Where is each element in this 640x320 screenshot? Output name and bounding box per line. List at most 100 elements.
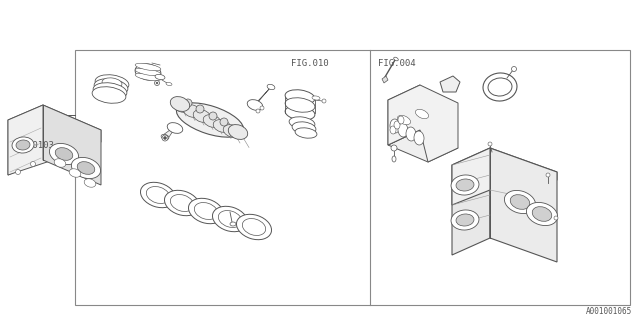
Circle shape (15, 170, 20, 174)
Ellipse shape (173, 100, 191, 112)
Circle shape (220, 118, 228, 126)
Ellipse shape (285, 98, 315, 112)
Ellipse shape (398, 123, 408, 137)
Ellipse shape (155, 74, 165, 80)
Circle shape (31, 162, 35, 166)
Ellipse shape (147, 187, 170, 204)
Circle shape (163, 137, 166, 140)
Ellipse shape (166, 83, 172, 85)
Polygon shape (388, 130, 458, 162)
Circle shape (184, 99, 192, 107)
Ellipse shape (94, 79, 128, 95)
Bar (75, 50, 630, 305)
Ellipse shape (72, 157, 100, 179)
Ellipse shape (285, 90, 315, 104)
Ellipse shape (135, 64, 161, 80)
Circle shape (554, 216, 558, 220)
Ellipse shape (390, 119, 400, 133)
Text: A001001065: A001001065 (586, 307, 632, 316)
Ellipse shape (398, 116, 404, 124)
Ellipse shape (397, 115, 411, 125)
Ellipse shape (102, 78, 122, 88)
Ellipse shape (451, 175, 479, 195)
Circle shape (260, 106, 264, 110)
Ellipse shape (312, 96, 320, 100)
Circle shape (546, 173, 550, 177)
Ellipse shape (295, 128, 317, 138)
Ellipse shape (527, 203, 557, 226)
Circle shape (209, 112, 217, 120)
Ellipse shape (183, 105, 201, 117)
Ellipse shape (16, 140, 30, 150)
Ellipse shape (289, 117, 315, 129)
Ellipse shape (212, 206, 248, 232)
Polygon shape (8, 105, 43, 175)
Polygon shape (452, 148, 557, 205)
Ellipse shape (204, 115, 221, 127)
Ellipse shape (135, 73, 161, 81)
Ellipse shape (170, 195, 194, 212)
Ellipse shape (483, 73, 517, 101)
Ellipse shape (135, 68, 161, 76)
Circle shape (154, 81, 159, 85)
Ellipse shape (392, 156, 396, 162)
Ellipse shape (69, 169, 81, 177)
Ellipse shape (77, 162, 95, 174)
Ellipse shape (451, 210, 479, 230)
Ellipse shape (135, 63, 161, 71)
Ellipse shape (170, 97, 189, 111)
Ellipse shape (415, 109, 429, 119)
Text: FIG.004: FIG.004 (378, 59, 415, 68)
Ellipse shape (55, 148, 73, 160)
Ellipse shape (267, 84, 275, 90)
Text: 10103: 10103 (28, 140, 55, 149)
Ellipse shape (228, 124, 248, 140)
Circle shape (322, 99, 326, 103)
Ellipse shape (510, 195, 530, 209)
Ellipse shape (139, 67, 157, 77)
Ellipse shape (223, 125, 241, 137)
Ellipse shape (414, 131, 424, 145)
Ellipse shape (195, 203, 218, 220)
Ellipse shape (12, 137, 34, 153)
Polygon shape (253, 85, 273, 108)
Ellipse shape (193, 110, 211, 122)
Ellipse shape (189, 198, 223, 224)
Circle shape (196, 105, 204, 113)
Ellipse shape (54, 159, 66, 167)
Circle shape (511, 67, 516, 71)
Ellipse shape (390, 126, 396, 134)
Circle shape (256, 109, 260, 113)
Circle shape (391, 145, 397, 151)
Ellipse shape (49, 143, 79, 164)
Ellipse shape (504, 190, 536, 213)
Text: FIG.010: FIG.010 (291, 59, 329, 68)
Ellipse shape (285, 106, 315, 120)
Ellipse shape (230, 222, 236, 226)
Polygon shape (388, 85, 458, 162)
Polygon shape (388, 85, 420, 145)
Ellipse shape (95, 75, 129, 91)
Ellipse shape (167, 123, 183, 133)
Ellipse shape (292, 122, 316, 134)
Polygon shape (43, 105, 101, 185)
Ellipse shape (488, 78, 512, 96)
Polygon shape (8, 105, 101, 175)
Ellipse shape (243, 219, 266, 236)
Polygon shape (382, 76, 388, 83)
Ellipse shape (456, 214, 474, 226)
Polygon shape (440, 76, 460, 92)
Ellipse shape (93, 83, 127, 99)
Ellipse shape (213, 120, 231, 132)
Ellipse shape (394, 57, 398, 61)
Ellipse shape (161, 134, 169, 140)
Polygon shape (490, 148, 557, 262)
Ellipse shape (218, 211, 242, 228)
Ellipse shape (164, 190, 200, 216)
Ellipse shape (394, 121, 400, 129)
Polygon shape (452, 148, 490, 255)
Circle shape (156, 82, 158, 84)
Ellipse shape (532, 207, 552, 221)
Circle shape (162, 135, 168, 141)
Ellipse shape (456, 179, 474, 191)
